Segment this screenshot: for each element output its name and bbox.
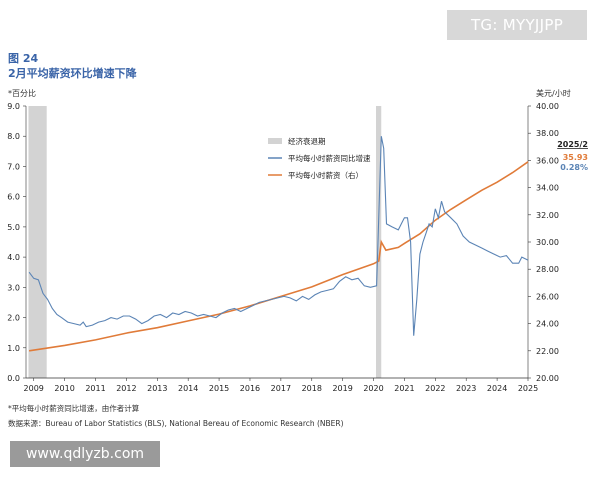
figure-title: 2月平均薪资环比增速下降 [8,67,137,80]
footnote: *平均每小时薪资同比增速，由作者计算 [8,404,140,413]
series-line-growth [28,136,529,336]
left-axis-unit: *百分比 [8,89,36,98]
y-left-axis-ticks: 0.0 1.0 2.0 3.0 4.0 5.0 6.0 7.0 8.0 9.0 [7,102,26,383]
legend-label-wage: 平均每小时薪资（右） [288,170,363,180]
x-tick-label: 2018 [302,384,322,393]
legend: 经济衰退期 平均每小时薪资同比增速 平均每小时薪资（右） [268,136,371,180]
y-left-tick-label: 2.0 [7,314,20,323]
x-tick-label: 2019 [332,384,352,393]
y-left-tick-label: 9.0 [7,102,20,111]
x-tick-label: 2023 [456,384,476,393]
x-tick-label: 2011 [85,384,105,393]
watermark-bottom: www.qdlyzb.com [10,441,160,467]
x-tick-label: 2013 [147,384,167,393]
recession-bands [28,106,382,378]
annotation-growth: 0.28% [560,163,588,172]
y-right-tick-label: 24.00 [536,320,559,329]
x-tick-label: 2022 [425,384,445,393]
y-left-tick-label: 0.0 [7,374,20,383]
legend-label-growth: 平均每小时薪资同比增速 [288,153,371,163]
x-tick-label: 2021 [394,384,414,393]
y-left-tick-label: 6.0 [7,193,20,202]
y-right-tick-label: 20.00 [536,374,559,383]
y-left-tick-label: 3.0 [7,283,20,292]
series-line-wage [28,161,529,352]
x-tick-label: 2025 [518,384,538,393]
x-tick-label: 2016 [240,384,260,393]
legend-label-recession: 经济衰退期 [288,136,326,146]
y-right-tick-label: 26.00 [536,292,559,301]
y-left-tick-label: 7.0 [7,162,20,171]
x-tick-label: 2012 [116,384,136,393]
x-tick-label: 2010 [54,384,74,393]
y-right-tick-label: 40.00 [536,102,559,111]
x-tick-label: 2014 [178,384,198,393]
legend-swatch-recession [268,138,282,144]
end-annotation: 2025/2 35.93 0.28% [557,140,588,172]
x-tick-label: 2020 [363,384,383,393]
y-right-tick-label: 34.00 [536,184,559,193]
y-left-tick-label: 4.0 [7,253,20,262]
y-left-tick-label: 8.0 [7,132,20,141]
watermark-top: TG: MYYJJPP [447,10,587,40]
y-right-tick-label: 28.00 [536,265,559,274]
y-right-tick-label: 22.00 [536,347,559,356]
x-axis-ticks: 2009 2010 2011 2012 2013 2014 2015 2016 2017 2018… [24,378,538,393]
x-tick-label: 2017 [271,384,291,393]
source-note: 数据来源：Bureau of Labor Statistics (BLS), N… [8,419,344,428]
y-right-tick-label: 32.00 [536,211,559,220]
y-left-tick-label: 5.0 [7,223,20,232]
axis-lines [25,106,529,379]
recession-band-1 [376,106,382,378]
recession-band-0 [28,106,47,378]
x-tick-label: 2015 [209,384,229,393]
y-right-tick-label: 38.00 [536,129,559,138]
figure-number: 图 24 [8,52,39,65]
y-left-tick-label: 1.0 [7,344,20,353]
x-tick-label: 2009 [24,384,44,393]
x-tick-label: 2024 [487,384,507,393]
y-right-axis-ticks: 20.00 22.00 24.00 26.00 28.00 30.00 32.00 34.00… [528,102,559,383]
y-right-tick-label: 36.00 [536,156,559,165]
annotation-wage: 35.93 [563,153,588,162]
right-axis-unit: 美元/小时 [536,89,571,98]
y-right-tick-label: 30.00 [536,238,559,247]
annotation-period: 2025/2 [557,140,588,149]
